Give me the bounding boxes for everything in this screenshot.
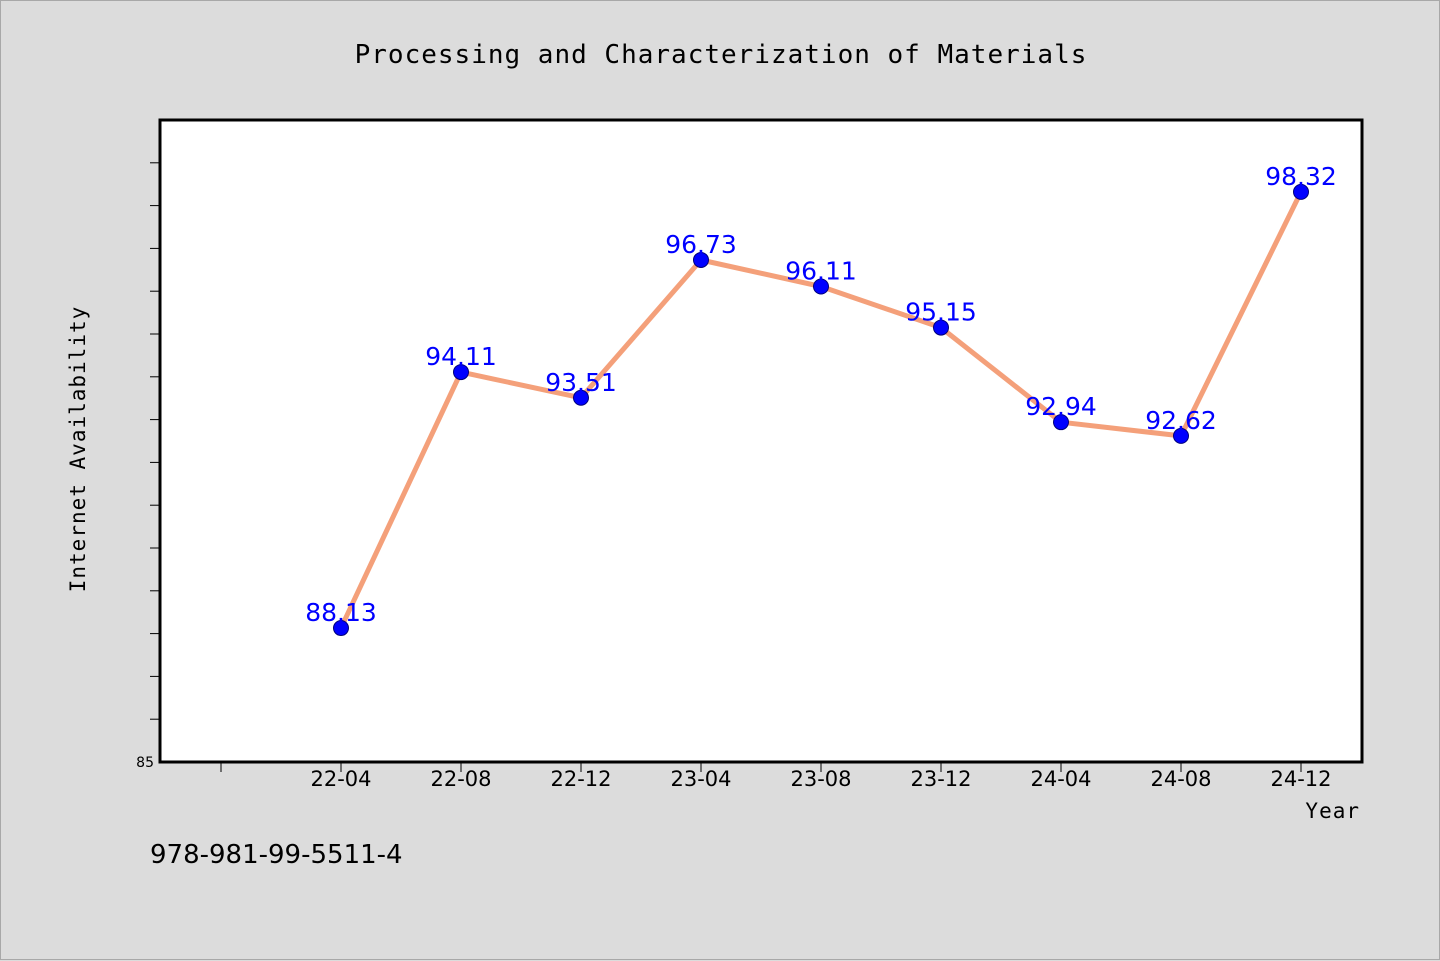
data-label: 94.11 — [425, 342, 497, 371]
x-tick-label: 24-04 — [1030, 767, 1091, 791]
x-tick-label: 22-04 — [310, 767, 371, 791]
x-tick-label: 23-08 — [790, 767, 851, 791]
x-axis-title: Year — [1305, 799, 1360, 823]
data-point — [693, 251, 709, 268]
data-label: 96.11 — [785, 256, 857, 285]
y-axis-ticks — [150, 162, 160, 720]
y-tick-label-min: 85 — [136, 755, 154, 771]
data-point — [1293, 183, 1309, 200]
x-tick-label: 24-12 — [1270, 767, 1331, 791]
data-label: 98.32 — [1265, 162, 1337, 191]
data-point — [453, 364, 469, 381]
x-tick-label: 23-12 — [910, 767, 971, 791]
data-point — [813, 278, 829, 295]
isbn-label: 978-981-99-5511-4 — [150, 840, 403, 870]
x-tick-label: 22-08 — [430, 767, 491, 791]
x-tick-label: 24-08 — [1150, 767, 1211, 791]
y-axis-title: Internet Availability — [66, 306, 90, 593]
plot-area — [158, 118, 1364, 764]
data-point — [333, 620, 349, 637]
x-axis-ticks: 22-04 22-08 22-12 23-04 23-08 23-12 24-04 24-08… — [220, 762, 1332, 791]
data-label: 95.15 — [905, 298, 977, 327]
x-tick-label: 22-12 — [550, 767, 611, 791]
data-point — [573, 389, 589, 406]
data-point — [1173, 427, 1189, 444]
data-label: 92.62 — [1145, 406, 1217, 435]
data-point — [1053, 414, 1069, 431]
data-label: 92.94 — [1025, 392, 1097, 421]
data-label: 88.13 — [305, 598, 377, 627]
chart-title: Processing and Characterization of Mater… — [355, 40, 1088, 70]
x-tick-label: 23-04 — [670, 767, 731, 791]
series-group: 88.13 94.11 93.51 96.73 96.11 95.15 92.94 92.62… — [305, 162, 1337, 637]
data-label: 96.73 — [665, 230, 737, 259]
data-label: 93.51 — [545, 368, 617, 397]
data-point — [933, 319, 949, 336]
